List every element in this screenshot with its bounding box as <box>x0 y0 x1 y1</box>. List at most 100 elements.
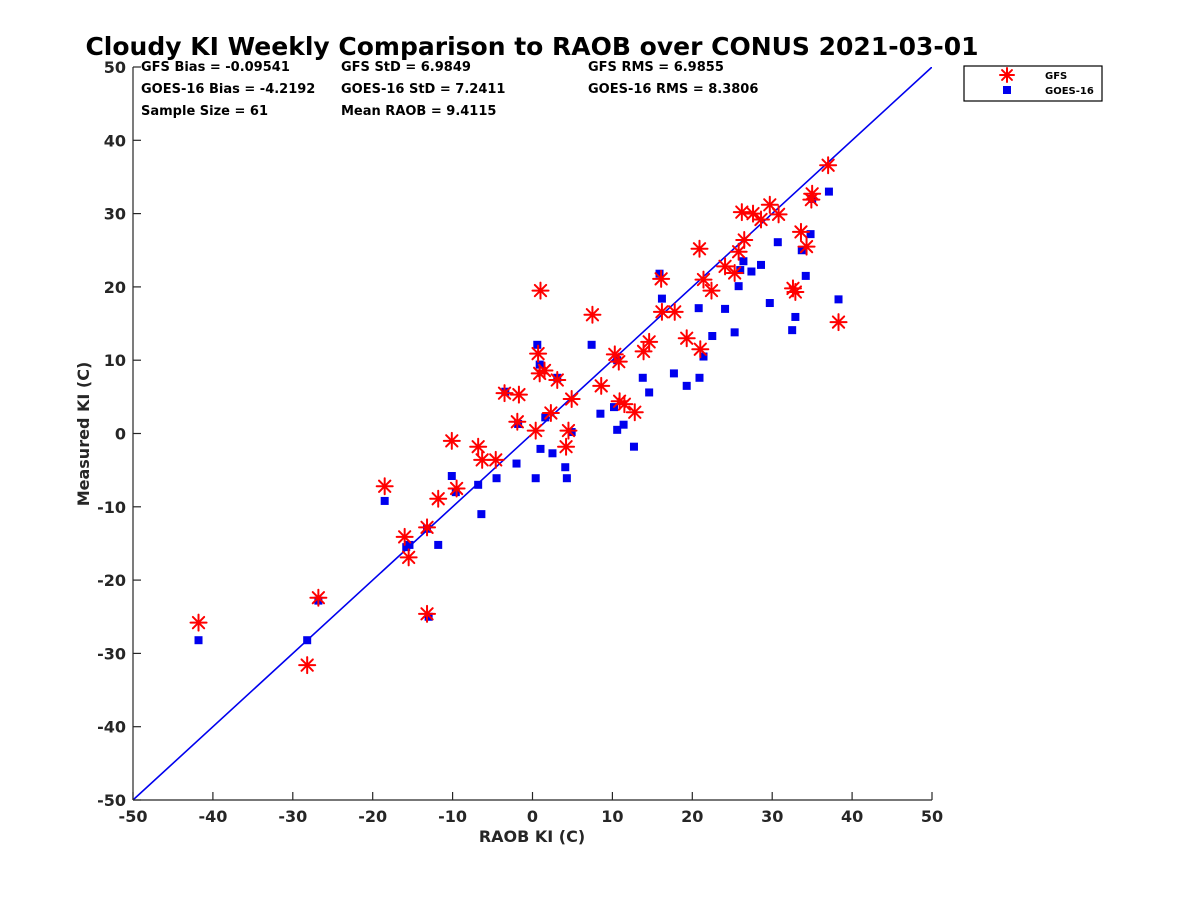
goes16-point <box>548 449 557 458</box>
goes16-point <box>695 373 704 382</box>
stat-gfs-std: GFS StD = 6.9849 <box>341 60 471 75</box>
stat-gfs-bias: GFS Bias = -0.09541 <box>141 60 290 75</box>
plot-area: -50 -40 -30 -20 -10 0 10 20 30 40 50 -50 -40 -30 -20 -1… <box>97 58 943 826</box>
x-tick-label: 10 <box>601 807 623 826</box>
goes16-point <box>638 373 647 382</box>
gfs-point <box>486 450 505 469</box>
gfs-point <box>769 205 788 224</box>
gfs-point <box>735 230 754 249</box>
goes16-point <box>194 636 203 645</box>
gfs-point <box>509 385 528 404</box>
gfs-point <box>690 239 709 258</box>
goes16-point <box>801 271 810 280</box>
stat-goes-rms: GOES-16 RMS = 8.3806 <box>588 82 758 97</box>
gfs-point <box>829 313 848 332</box>
gfs-point <box>583 305 602 324</box>
y-tick-label: -50 <box>97 791 126 810</box>
gfs-point <box>702 281 721 300</box>
goes16-point <box>699 352 708 361</box>
goes16-point <box>655 269 664 278</box>
gfs-point <box>562 390 581 409</box>
x-tick-label: 30 <box>761 807 783 826</box>
y-tick-label: -30 <box>97 644 126 663</box>
legend-goes16-square <box>1003 86 1011 94</box>
x-tick-label: -30 <box>278 807 307 826</box>
x-tick-label: 0 <box>527 807 538 826</box>
gfs-point <box>665 302 684 321</box>
goes16-point <box>512 459 521 468</box>
goes16-point <box>739 257 748 266</box>
stat-gfs-rms: GFS RMS = 6.9855 <box>588 60 724 75</box>
gfs-point <box>399 548 418 567</box>
gfs-point <box>625 403 644 422</box>
gfs-point <box>786 283 805 302</box>
gfs-point <box>429 489 448 508</box>
goes16-point <box>613 425 622 434</box>
chart-title: Cloudy KI Weekly Comparison to RAOB over… <box>85 32 978 61</box>
gfs-point <box>495 384 514 403</box>
gfs-point <box>559 421 578 440</box>
y-tick-label: -20 <box>97 571 126 590</box>
legend-goes16-label: GOES-16 <box>1045 86 1094 97</box>
goes16-point <box>619 420 628 429</box>
gfs-point <box>725 263 744 282</box>
y-tick-label: 40 <box>104 131 126 150</box>
gfs-point <box>640 332 659 351</box>
goes16-point <box>773 238 782 247</box>
goes16-point <box>596 409 605 418</box>
goes16-point <box>824 187 833 196</box>
goes16-point <box>747 267 756 276</box>
goes16-point <box>447 472 456 481</box>
gfs-point <box>309 588 328 607</box>
goes16-point <box>629 442 638 451</box>
goes16-point <box>736 266 745 275</box>
goes16-point <box>477 510 486 519</box>
goes16-point <box>757 260 766 269</box>
goes16-point <box>791 312 800 321</box>
gfs-point <box>716 257 735 276</box>
goes16-point <box>657 294 666 303</box>
stat-sample-size: Sample Size = 61 <box>141 104 268 119</box>
goes16-point <box>405 540 414 549</box>
gfs-points <box>189 156 848 675</box>
x-axis-label: RAOB KI (C) <box>479 827 585 846</box>
goes16-point <box>834 295 843 304</box>
gfs-point <box>529 344 548 363</box>
gfs-point <box>615 395 634 414</box>
goes16-point <box>721 304 730 313</box>
goes16-point <box>531 474 540 483</box>
gfs-point <box>652 269 671 288</box>
gfs-point <box>418 604 437 623</box>
stat-goes-bias: GOES-16 Bias = -4.2192 <box>141 82 315 97</box>
gfs-point <box>677 329 696 348</box>
gfs-point <box>609 352 628 371</box>
stat-mean-raob: Mean RAOB = 9.4115 <box>341 104 496 119</box>
gfs-point <box>442 431 461 450</box>
goes16-point <box>645 388 654 397</box>
gfs-point <box>691 340 710 359</box>
gfs-point <box>797 237 816 256</box>
goes16-point <box>567 428 576 437</box>
gfs-point <box>395 527 414 546</box>
gfs-point <box>541 403 560 422</box>
axes: -50 -40 -30 -20 -10 0 10 20 30 40 50 -50 -40 -30 -20 -1… <box>97 58 943 826</box>
gfs-point <box>548 370 567 389</box>
goes16-point <box>765 299 774 308</box>
legend-box <box>963 65 1103 102</box>
gfs-point <box>508 412 527 431</box>
goes16-point <box>380 496 389 505</box>
goes16-point <box>694 304 703 313</box>
gfs-point <box>447 479 466 498</box>
gfs-point <box>298 656 317 675</box>
y-axis-label: Measured KI (C) <box>74 362 93 507</box>
legend-gfs-asterisk <box>999 67 1015 83</box>
goes16-point <box>536 444 545 453</box>
gfs-point <box>375 477 394 496</box>
y-tick-label: 20 <box>104 278 126 297</box>
stat-goes-std: GOES-16 StD = 7.2411 <box>341 82 505 97</box>
y-tick-label: 10 <box>104 351 126 370</box>
x-tick-label: -40 <box>198 807 227 826</box>
x-tick-label: -10 <box>438 807 467 826</box>
